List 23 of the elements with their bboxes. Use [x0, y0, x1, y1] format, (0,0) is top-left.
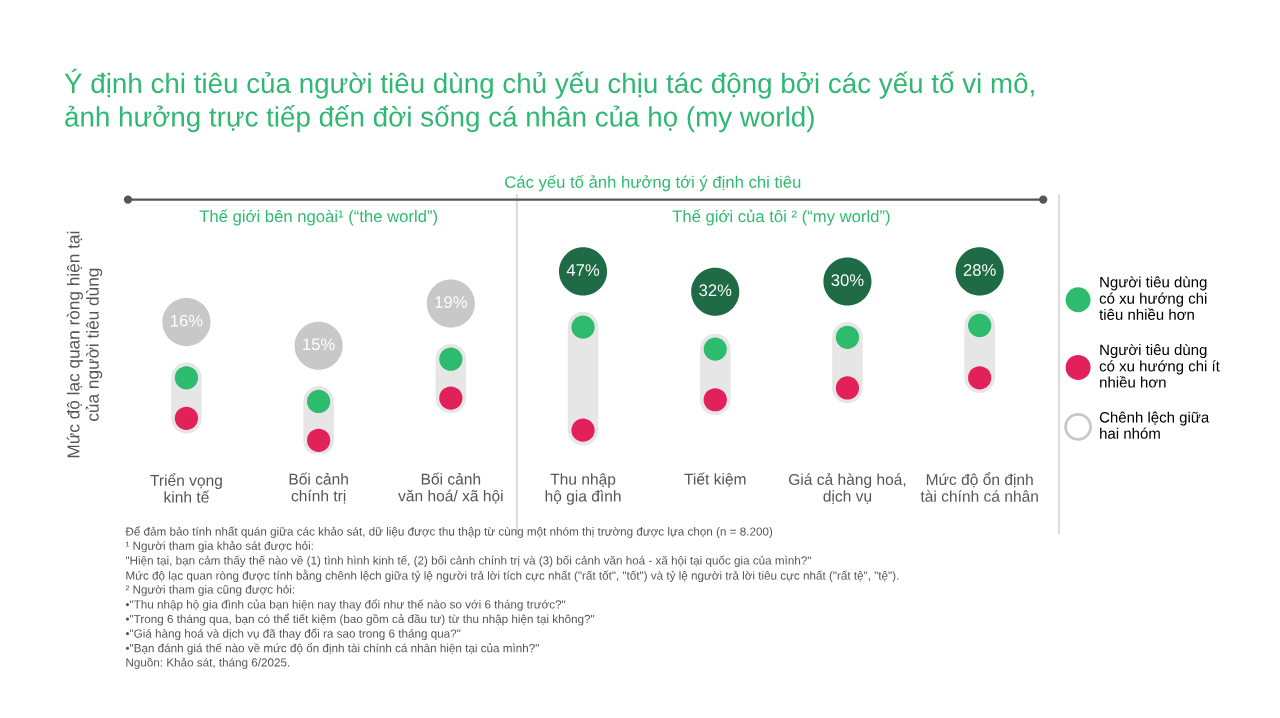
point: [968, 366, 992, 390]
point: [968, 313, 992, 338]
point: [307, 389, 331, 414]
annotation: 32%: [699, 284, 732, 297]
annotation: 30%: [831, 274, 864, 287]
annotation: 28%: [963, 264, 996, 276]
text: Thế giới bên ngoài¹ (“the world”): [199, 209, 438, 226]
point: [307, 428, 331, 452]
point: [174, 406, 199, 430]
point: [835, 376, 860, 400]
y-axis-title: Mức độ lạc quan ròng hiện tại của người tiêu dùng: [66, 231, 103, 458]
point: [571, 418, 595, 442]
point: [174, 366, 199, 390]
point: [439, 347, 463, 371]
text: Thế giới của tôi ² (“my world”): [672, 209, 890, 226]
point: [703, 388, 727, 412]
chart-title: Ý định chi tiêu của người tiêu dùng chủ yếu chịu tác động bởi các yếu tố vi mô, ảnh hưởng trực tiếp đến đời sống cá nhân của họ (my world): [64, 68, 1034, 133]
annotation: 47%: [566, 264, 600, 276]
text: Các yếu tố ảnh hưởng tới ý định chi tiêu: [505, 174, 801, 192]
point: [571, 315, 595, 339]
point: [835, 325, 860, 349]
point: [703, 337, 727, 361]
point: [439, 386, 463, 410]
